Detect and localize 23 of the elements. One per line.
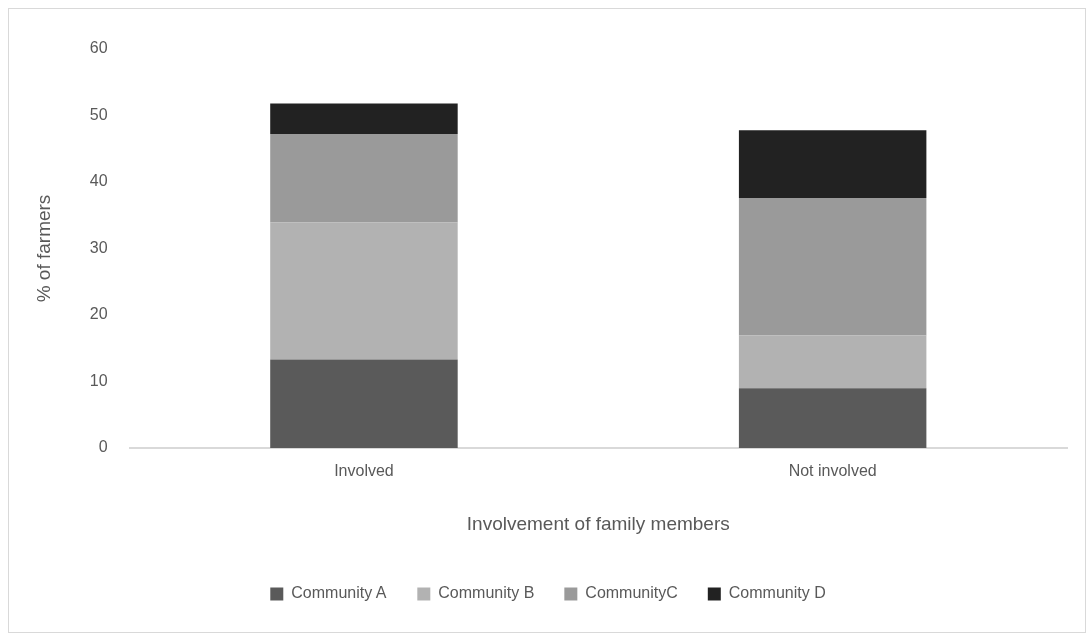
y-axis-title: % of farmers — [32, 194, 54, 303]
x-tick-label: Involved — [334, 462, 394, 480]
bar — [738, 130, 927, 198]
bar — [270, 222, 458, 360]
y-tick-label: 10 — [89, 371, 108, 389]
legend-label: Community B — [438, 584, 535, 602]
x-tick-label: Not involved — [788, 462, 877, 480]
bar — [738, 335, 927, 389]
y-tick-label: 0 — [98, 438, 108, 456]
legend-label: Community A — [291, 584, 387, 602]
bar — [738, 197, 927, 336]
bar — [738, 388, 927, 448]
bar — [270, 359, 458, 448]
y-tick-label: 60 — [89, 39, 108, 57]
legend-label: Community D — [728, 584, 826, 602]
y-tick-label: 40 — [89, 172, 108, 190]
bar — [270, 134, 458, 223]
x-axis-title: Involvement of family members — [466, 512, 730, 534]
legend-label: CommunityC — [585, 584, 678, 602]
y-tick-label: 50 — [89, 105, 108, 123]
y-tick-label: 30 — [89, 238, 108, 256]
bar — [270, 103, 458, 135]
y-tick-label: 20 — [89, 305, 108, 323]
